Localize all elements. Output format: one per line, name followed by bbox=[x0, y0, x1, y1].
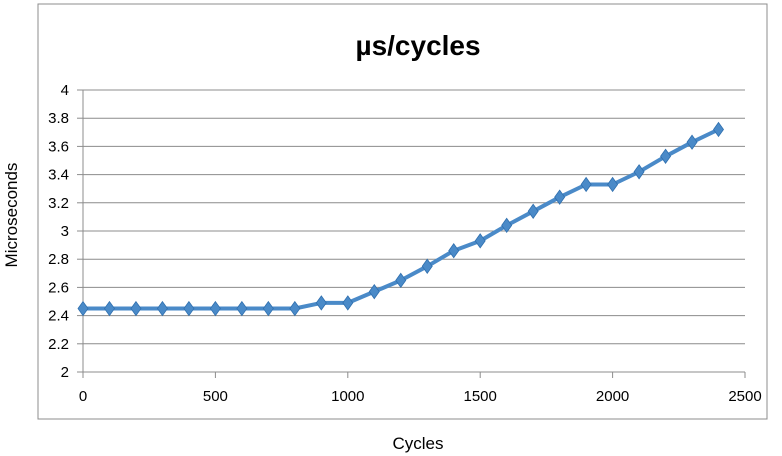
data-point-marker bbox=[289, 300, 301, 317]
chart-title: µs/cycles bbox=[355, 30, 480, 61]
x-tick-label: 500 bbox=[203, 388, 228, 405]
data-point-marker bbox=[103, 300, 115, 317]
y-tick-label: 4 bbox=[61, 82, 69, 99]
data-point-marker bbox=[315, 295, 327, 311]
gridlines bbox=[83, 89, 745, 345]
data-point-marker bbox=[448, 243, 460, 259]
x-tick-label: 2500 bbox=[728, 388, 761, 405]
y-tick-label: 2.2 bbox=[48, 336, 69, 353]
x-tick-label: 1500 bbox=[464, 388, 497, 405]
y-tick-label: 3.8 bbox=[48, 110, 69, 127]
data-point-marker bbox=[713, 121, 725, 138]
data-point-marker bbox=[580, 176, 592, 193]
y-tick-label: 3 bbox=[61, 223, 69, 240]
data-point-marker bbox=[501, 217, 513, 234]
data-point-marker bbox=[368, 283, 380, 300]
x-tick-label: 1000 bbox=[331, 388, 364, 405]
chart-frame bbox=[37, 3, 768, 420]
data-point-marker bbox=[474, 233, 486, 249]
data-point-marker bbox=[554, 189, 566, 205]
data-point-marker bbox=[395, 272, 407, 289]
y-tick-label: 2 bbox=[61, 364, 69, 381]
x-axis-title: Cycles bbox=[392, 434, 443, 453]
y-tick-label: 2.8 bbox=[48, 251, 69, 268]
x-tick-label: 2000 bbox=[596, 388, 629, 405]
x-tick-label: 0 bbox=[79, 388, 87, 405]
data-point-marker bbox=[421, 258, 433, 274]
y-axis-title: Microseconds bbox=[2, 163, 21, 268]
data-point-marker bbox=[262, 300, 274, 317]
y-tick-label: 3.4 bbox=[48, 167, 69, 184]
y-tick-label: 2.4 bbox=[48, 308, 69, 325]
data-point-marker bbox=[156, 300, 168, 317]
data-point-marker bbox=[342, 295, 354, 311]
y-tick-labels: 2 2.2 2.4 2.6 2.8 3 3.2 3.4 3.6 3.8 4 bbox=[48, 82, 69, 381]
y-tick-label: 3.2 bbox=[48, 195, 69, 212]
data-point-marker bbox=[633, 164, 645, 180]
data-point-marker bbox=[660, 148, 672, 164]
data-point-marker bbox=[686, 134, 698, 150]
series-layer bbox=[77, 121, 725, 317]
axes bbox=[77, 89, 746, 378]
data-point-marker bbox=[236, 300, 248, 317]
data-point-marker bbox=[130, 300, 142, 317]
x-tick-labels: 0 500 1000 1500 2000 2500 bbox=[79, 388, 762, 405]
data-point-marker bbox=[527, 203, 539, 219]
y-tick-label: 2.6 bbox=[48, 279, 69, 296]
data-point-marker bbox=[183, 300, 195, 317]
data-point-marker bbox=[209, 300, 221, 317]
data-point-marker bbox=[77, 300, 89, 317]
data-point-marker bbox=[607, 176, 619, 193]
y-tick-label: 3.6 bbox=[48, 138, 69, 155]
